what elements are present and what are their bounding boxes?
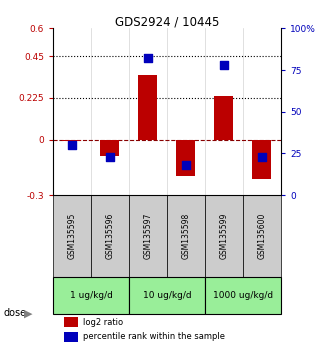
Text: 10 ug/kg/d: 10 ug/kg/d [143, 291, 191, 300]
Point [259, 154, 265, 160]
Bar [63, 139, 82, 141]
Bar [205, 195, 243, 277]
Point [221, 62, 227, 68]
Text: log2 ratio: log2 ratio [82, 318, 123, 326]
Point [183, 162, 188, 168]
Text: GSM135598: GSM135598 [181, 213, 190, 259]
Text: GSM135595: GSM135595 [67, 213, 76, 259]
Text: GSM135597: GSM135597 [143, 213, 152, 259]
Title: GDS2924 / 10445: GDS2924 / 10445 [115, 15, 219, 28]
Text: GSM135596: GSM135596 [105, 213, 115, 259]
Text: ▶: ▶ [24, 308, 32, 318]
Bar [243, 195, 281, 277]
Bar [205, 277, 281, 314]
Text: GSM135600: GSM135600 [257, 213, 266, 259]
Bar [252, 139, 271, 179]
Point [107, 154, 113, 160]
Bar [138, 75, 157, 139]
Bar [100, 139, 119, 156]
Bar [91, 195, 129, 277]
Bar [64, 331, 78, 342]
Point [69, 142, 74, 148]
Text: percentile rank within the sample: percentile rank within the sample [82, 332, 225, 341]
Text: 1000 ug/kg/d: 1000 ug/kg/d [213, 291, 273, 300]
Text: dose: dose [3, 308, 26, 318]
Bar [64, 317, 78, 327]
Bar [129, 195, 167, 277]
Point [145, 56, 151, 61]
Text: GSM135599: GSM135599 [219, 213, 229, 259]
Bar [214, 96, 233, 139]
Bar [53, 195, 91, 277]
Bar [167, 195, 205, 277]
Bar [129, 277, 205, 314]
Text: 1 ug/kg/d: 1 ug/kg/d [70, 291, 112, 300]
Bar [53, 277, 129, 314]
Bar [177, 139, 195, 176]
